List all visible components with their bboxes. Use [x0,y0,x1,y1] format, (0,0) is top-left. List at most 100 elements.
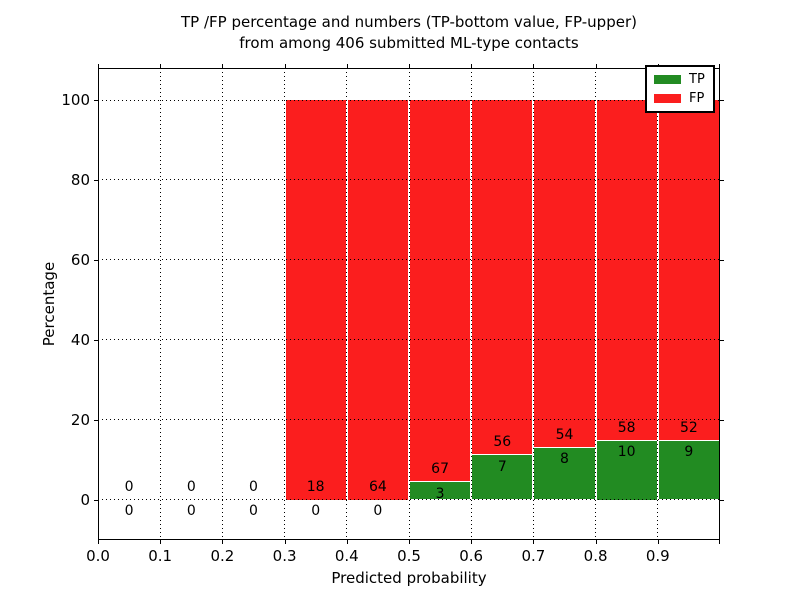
bar-segment-tp [534,447,595,500]
y-tick-label: 80 [70,170,90,189]
axis-spine-top [98,68,720,69]
legend-item-tp: TP [654,73,705,86]
axis-spine-bottom [98,539,720,540]
tick-mark-y-left [94,100,98,101]
bar-segment-fp [410,100,471,483]
bar-segment-fp [596,100,657,441]
bar-count-label-tp: 7 [497,458,507,475]
tick-mark-y-right [720,419,724,421]
x-tick-label: 0.3 [272,547,297,565]
y-tick-label: 20 [70,410,90,429]
bar-count-label-tp: 8 [560,451,569,468]
tick-mark-x-bottom [409,540,410,544]
tick-mark-x-bottom [533,540,535,544]
bar-count-label-fp: 67 [431,461,449,478]
bar-count-label-tp: 0 [186,503,196,519]
bar-count-label-tp: 3 [435,485,445,502]
legend-label-tp: TP [689,72,705,87]
gridline-vertical [470,68,472,540]
x-tick-label: 0.9 [645,547,670,565]
tick-mark-y-right [720,100,724,101]
x-tick-label: 0.2 [210,547,235,565]
bar-count-label-tp: 0 [124,503,134,519]
legend-swatch-fp-icon [654,94,681,103]
y-tick-label: 40 [70,330,90,349]
bar-count-label-fp: 64 [368,478,387,495]
bar-segment-fp [534,100,595,448]
gridline-vertical [284,68,286,540]
legend-label-fp: FP [689,91,705,106]
y-tick-label: 0 [80,490,90,509]
chart-title-line1: TP /FP percentage and numbers (TP-bottom… [181,13,637,31]
tick-mark-x-bottom [222,540,224,544]
bar-segment-tp [410,482,471,500]
x-axis-label: Predicted probability [331,569,487,587]
y-tick-label: 60 [70,250,90,269]
x-tick-label: 0.0 [86,547,110,565]
bar-count-label-tp: 0 [311,503,321,519]
tick-mark-x-bottom [98,540,99,544]
bar-count-label-fp: 56 [493,434,512,451]
x-tick-label: 0.4 [334,547,359,565]
legend: TP FP [645,65,715,113]
bar-count-label-tp: 9 [684,444,694,461]
bar-count-label-tp: 0 [249,503,258,519]
bar-count-label-fp: 52 [679,419,698,436]
gridline-vertical [408,68,410,540]
x-tick-label: 0.5 [397,547,421,565]
tick-mark-x-bottom [471,540,473,544]
tick-mark-x-top [471,64,473,68]
gridline-vertical [346,68,348,540]
tick-mark-x-top [160,64,162,68]
axis-spine-left [98,68,99,540]
bar-count-label-fp: 0 [249,478,258,495]
gridline-vertical [595,68,597,540]
tick-mark-x-top [346,64,348,68]
y-axis-label: Percentage [40,261,58,347]
bar-count-label-tp: 10 [617,444,636,461]
bar-segment-fp [472,100,533,456]
tick-mark-y-left [94,499,98,501]
chart-title-line2: from among 406 submitted ML-type contact… [239,34,579,52]
tick-mark-y-right [720,179,724,181]
gridline-vertical [532,68,534,540]
tick-mark-x-bottom [657,540,659,544]
tick-mark-y-right [720,259,724,261]
tick-mark-x-top [719,64,720,68]
tick-mark-x-bottom [595,540,597,544]
bar-segment-tp [658,440,719,500]
tick-mark-y-left [94,339,98,341]
gridline-vertical [159,68,161,540]
bar-segment-tp [596,440,657,500]
legend-item-fp: FP [654,92,705,105]
bar-count-label-tp: 0 [373,503,383,519]
x-tick-label: 0.6 [459,547,484,565]
bar-segment-tp [472,455,533,500]
x-tick-label: 0.1 [148,547,173,565]
tick-mark-y-right [720,339,724,341]
tick-mark-x-bottom [346,540,348,544]
bar-segment-fp [658,100,719,441]
plot-area: 0 0 0 0 0 0 18 0 64 0 67 3 56 7 54 8 58 10 52 9 [94,64,724,544]
axis-spine-right [719,68,720,540]
tick-mark-y-right [720,499,724,501]
bar-count-label-fp: 0 [186,478,196,495]
bar-count-label-fp: 0 [124,478,134,495]
legend-swatch-tp-icon [654,75,681,84]
chart-title: TP /FP percentage and numbers (TP-bottom… [98,12,720,54]
y-tick-label: 100 [61,91,90,109]
tick-mark-x-bottom [160,540,162,544]
tick-mark-x-bottom [284,540,286,544]
tick-mark-x-bottom [719,540,720,544]
gridline-vertical [221,68,223,540]
tick-mark-x-top [409,64,410,68]
bar-segment-fp [347,100,408,500]
tick-mark-x-top [533,64,535,68]
bar-count-label-fp: 58 [617,419,636,436]
gridline-vertical [657,68,659,540]
x-tick-label: 0.8 [583,547,608,565]
bar-segment-fp [285,100,346,500]
tick-mark-x-top [595,64,597,68]
tick-mark-x-top [222,64,224,68]
